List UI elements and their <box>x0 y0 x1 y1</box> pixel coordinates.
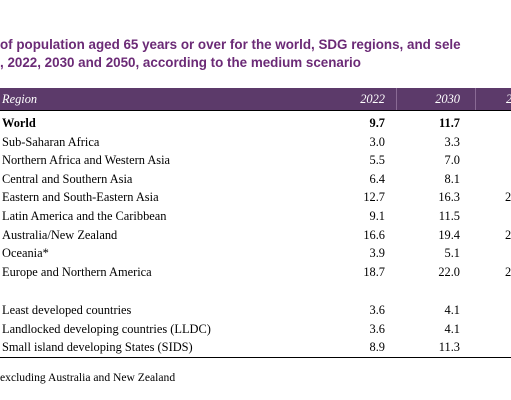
value-2050: 2 <box>505 228 511 242</box>
value-2030: 22.0 <box>438 265 460 279</box>
table-row: Oceania* 3.9 5.1 <box>0 244 511 262</box>
value-2030: 3.3 <box>444 135 461 149</box>
value-2022: 6.4 <box>369 172 386 186</box>
header-divider <box>475 88 476 110</box>
value-2030: 11.5 <box>438 209 460 223</box>
table-row: World 9.7 11.7 <box>0 114 511 132</box>
table-title: of population aged 65 years or over for … <box>0 36 511 72</box>
table-row: Landlocked developing countries (LLDC) 3… <box>0 320 511 338</box>
value-2030: 4.1 <box>444 322 461 336</box>
header-2022: 2022 <box>360 92 385 106</box>
table-row: Northern Africa and Western Asia 5.5 7.0 <box>0 151 511 169</box>
row-label: World <box>2 116 36 130</box>
value-2022: 9.1 <box>369 209 386 223</box>
table-row: Least developed countries 3.6 4.1 <box>0 301 511 319</box>
row-label: Northern Africa and Western Asia <box>2 153 171 167</box>
value-2030: 4.1 <box>444 303 461 317</box>
row-label: Central and Southern Asia <box>2 172 133 186</box>
value-2022: 16.6 <box>363 228 385 242</box>
header-divider <box>396 88 397 110</box>
table-row: Eastern and South-Eastern Asia 12.7 16.3… <box>0 188 511 206</box>
header-region: Region <box>2 92 38 106</box>
value-2050: 2 <box>505 265 511 279</box>
value-2030: 11.3 <box>438 340 460 354</box>
row-label: Latin America and the Caribbean <box>2 209 167 223</box>
row-label: Landlocked developing countries (LLDC) <box>2 322 211 336</box>
table-row: Sub-Saharan Africa 3.0 3.3 <box>0 133 511 151</box>
title-line-2: , 2022, 2030 and 2050, according to the … <box>0 55 361 70</box>
row-label: Australia/New Zealand <box>2 228 118 242</box>
table-row: Latin America and the Caribbean 9.1 11.5 <box>0 207 511 225</box>
value-2022: 3.6 <box>369 322 386 336</box>
row-label: Small island developing States (SIDS) <box>2 340 193 354</box>
value-2022: 12.7 <box>363 190 385 204</box>
table-top-rule <box>0 110 511 111</box>
table-bottom-rule <box>0 357 511 358</box>
header-2030: 2030 <box>435 92 460 106</box>
value-2030: 19.4 <box>438 228 460 242</box>
table-row: Central and Southern Asia 6.4 8.1 <box>0 170 511 188</box>
value-2050: 2 <box>505 190 511 204</box>
row-label: Least developed countries <box>2 303 132 317</box>
title-line-1: of population aged 65 years or over for … <box>0 37 461 52</box>
table-header: Region 2022 2030 2 <box>0 88 511 110</box>
row-label: Europe and Northern America <box>2 265 152 279</box>
value-2030: 8.1 <box>444 172 461 186</box>
value-2022: 18.7 <box>363 265 385 279</box>
row-label: Oceania* <box>2 246 49 260</box>
table-row: Australia/New Zealand 16.6 19.4 2 <box>0 226 511 244</box>
value-2022: 3.9 <box>369 246 386 260</box>
value-2022: 9.7 <box>369 116 386 130</box>
table-row: Europe and Northern America 18.7 22.0 2 <box>0 263 511 281</box>
table-row: Small island developing States (SIDS) 8.… <box>0 338 511 356</box>
header-2050: 2 <box>506 92 511 107</box>
value-2030: 5.1 <box>444 246 461 260</box>
value-2022: 8.9 <box>369 340 386 354</box>
row-label: Sub-Saharan Africa <box>2 135 100 149</box>
value-2030: 7.0 <box>444 153 461 167</box>
value-2030: 11.7 <box>439 116 460 130</box>
value-2022: 3.6 <box>369 303 386 317</box>
footnote: excluding Australia and New Zealand <box>0 371 176 384</box>
row-label: Eastern and South-Eastern Asia <box>2 190 159 204</box>
value-2030: 16.3 <box>438 190 460 204</box>
value-2022: 5.5 <box>369 153 386 167</box>
value-2022: 3.0 <box>369 135 386 149</box>
